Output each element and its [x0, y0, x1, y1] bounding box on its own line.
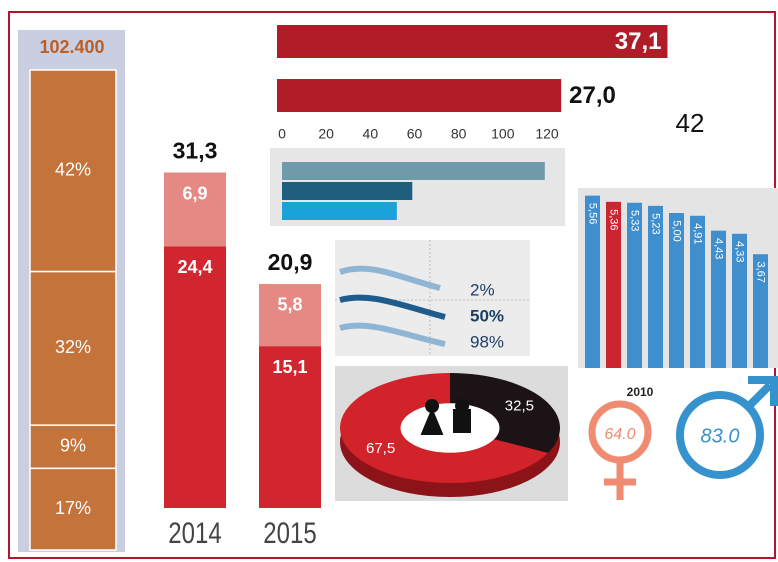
wave-line [339, 322, 446, 347]
stack-segment [29, 69, 117, 273]
bar [282, 182, 413, 200]
stack-segment [29, 424, 117, 470]
female-symbol [604, 460, 636, 500]
bar-segment [164, 172, 226, 247]
category-label: 2015 [263, 515, 316, 549]
total-label: 31,3 [173, 138, 218, 164]
segment-label: 24,4 [177, 257, 212, 277]
x-tick-label: 80 [451, 126, 467, 142]
value-label: 4,43 [713, 238, 725, 259]
value-label: 37,1 [615, 28, 662, 55]
annotation: 83.0 [701, 425, 740, 447]
segment-label: 15,1 [272, 357, 307, 377]
bar [282, 202, 397, 220]
value-label: 5,33 [629, 210, 641, 231]
wave-line [339, 265, 441, 291]
x-tick-label: 100 [491, 126, 515, 142]
value-label: 5,00 [671, 220, 683, 241]
segment-label: 5,8 [277, 295, 302, 315]
total-label: 20,9 [268, 249, 313, 275]
value-label: 3,67 [755, 262, 767, 283]
bar [690, 215, 705, 368]
x-tick-label: 20 [318, 126, 334, 142]
bar [711, 230, 726, 368]
segment-label: 32% [55, 337, 91, 357]
bar [753, 254, 768, 368]
pie-slice [339, 373, 549, 483]
stack-title: 102.400 [39, 37, 104, 57]
bar-segment [164, 246, 226, 508]
value-label: 5,23 [650, 213, 662, 234]
male-symbol [676, 391, 764, 479]
slice-label: 67,5 [366, 440, 395, 457]
bar [606, 201, 621, 368]
bar [669, 213, 684, 368]
bar-segment [259, 346, 321, 508]
wave-line [339, 294, 446, 320]
segment-label: 6,9 [182, 183, 207, 203]
segment-label: 42% [55, 160, 91, 180]
bar [627, 202, 642, 368]
annotation: 2010 [627, 385, 654, 399]
pie-hole [400, 403, 500, 453]
value-label: 4,91 [692, 223, 704, 244]
stack-segment [29, 467, 117, 551]
category-label: 2014 [168, 515, 221, 549]
bar [282, 162, 545, 180]
male-symbol [745, 376, 778, 410]
bar [277, 25, 668, 58]
annotation: 42 [676, 108, 705, 138]
annotation: 64.0 [604, 426, 635, 443]
annotation: 2% [470, 280, 495, 299]
slice-label: 32,5 [505, 398, 534, 415]
annotation: 50% [470, 306, 504, 325]
bar [732, 233, 747, 368]
x-tick-label: 0 [278, 126, 286, 142]
bar [648, 205, 663, 368]
x-tick-label: 120 [535, 126, 559, 142]
bar [585, 195, 600, 368]
bar-segment [259, 283, 321, 347]
value-label: 27,0 [569, 82, 616, 109]
people-icon [420, 399, 471, 435]
bar [277, 79, 562, 112]
segment-label: 17% [55, 498, 91, 518]
value-label: 4,33 [734, 241, 746, 262]
x-tick-label: 40 [363, 126, 379, 142]
value-label: 5,56 [587, 203, 599, 224]
pie-slice [450, 373, 560, 453]
annotation: 98% [470, 332, 504, 351]
x-tick-label: 60 [407, 126, 423, 142]
segment-label: 9% [60, 436, 86, 456]
value-label: 5,36 [608, 209, 620, 230]
